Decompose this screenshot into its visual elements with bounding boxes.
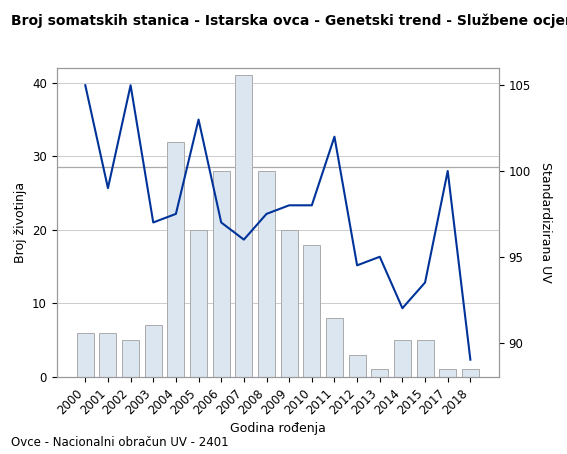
Bar bbox=[462, 370, 479, 377]
Bar bbox=[417, 340, 434, 377]
Bar bbox=[122, 340, 139, 377]
Bar bbox=[394, 340, 411, 377]
Bar bbox=[281, 230, 298, 377]
Bar bbox=[349, 355, 366, 377]
Bar bbox=[167, 142, 184, 377]
Bar bbox=[371, 370, 388, 377]
Bar bbox=[303, 245, 320, 377]
Text: Ovce - Nacionalni obračun UV - 2401: Ovce - Nacionalni obračun UV - 2401 bbox=[11, 436, 229, 449]
Bar bbox=[99, 333, 116, 377]
Y-axis label: Broj životinja: Broj životinja bbox=[14, 182, 27, 263]
Bar bbox=[145, 326, 162, 377]
Bar bbox=[190, 230, 207, 377]
Bar bbox=[326, 318, 343, 377]
Bar bbox=[213, 171, 230, 377]
Bar bbox=[235, 75, 252, 377]
Text: Broj somatskih stanica - Istarska ovca - Genetski trend - Službene ocjene: Broj somatskih stanica - Istarska ovca -… bbox=[11, 14, 567, 28]
Bar bbox=[439, 370, 456, 377]
X-axis label: Godina rođenja: Godina rođenja bbox=[230, 422, 326, 435]
Bar bbox=[258, 171, 275, 377]
Bar bbox=[77, 333, 94, 377]
Y-axis label: Standardizirana UV: Standardizirana UV bbox=[539, 162, 552, 283]
